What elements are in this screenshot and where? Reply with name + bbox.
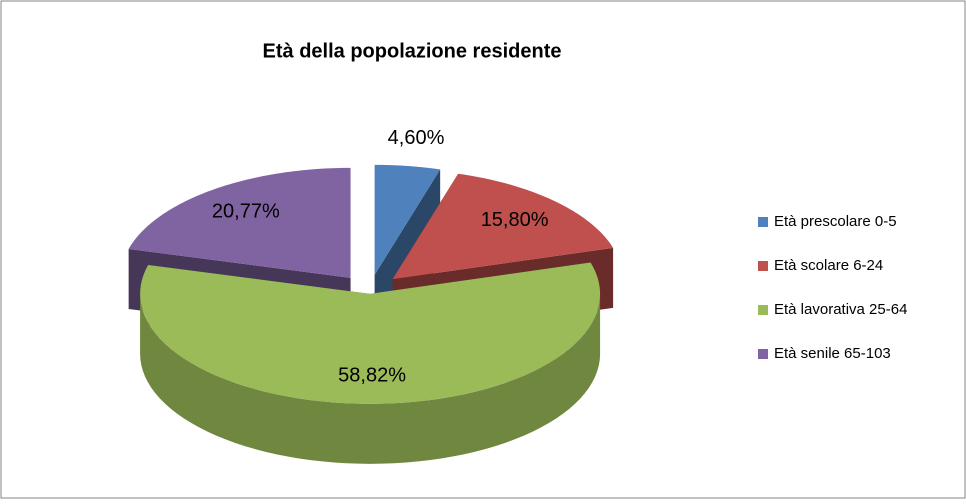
data-label: 15,80%: [481, 209, 549, 231]
slice-top: [128, 167, 351, 278]
legend-label: Età lavorativa 25-64: [774, 301, 907, 318]
legend-label: Età scolare 6-24: [774, 257, 883, 274]
chart-title: Età della popolazione residente: [263, 40, 562, 62]
slice-top: [140, 262, 601, 404]
legend-swatch: [758, 305, 768, 315]
slice-top: [374, 164, 441, 275]
slice: [140, 262, 601, 464]
data-label: 58,82%: [338, 365, 406, 387]
data-label: 4,60%: [388, 127, 445, 149]
legend-swatch: [758, 261, 768, 271]
legend-swatch: [758, 217, 768, 227]
slice-top: [392, 173, 614, 280]
legend-label: Età senile 65-103: [774, 345, 891, 362]
data-label: 20,77%: [212, 201, 280, 223]
slice-side: [140, 293, 601, 464]
legend-swatch: [758, 349, 768, 359]
legend-label: Età prescolare 0-5: [774, 213, 897, 230]
